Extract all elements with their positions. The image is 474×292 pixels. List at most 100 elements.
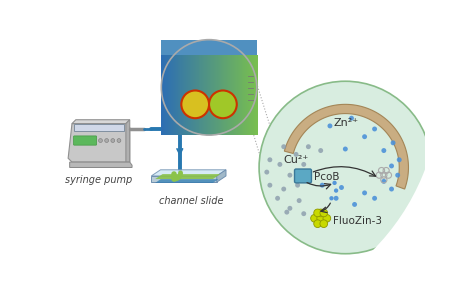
Bar xyxy=(224,55,226,135)
Bar xyxy=(194,55,195,135)
Circle shape xyxy=(397,157,401,162)
Bar xyxy=(206,55,208,135)
Bar xyxy=(173,55,175,135)
Bar xyxy=(256,55,257,135)
Bar xyxy=(235,55,237,135)
Bar xyxy=(225,55,227,135)
Bar xyxy=(216,55,218,135)
Bar xyxy=(168,55,170,135)
Bar xyxy=(249,55,251,135)
Polygon shape xyxy=(70,162,132,168)
Circle shape xyxy=(382,179,386,184)
Polygon shape xyxy=(68,124,130,162)
Circle shape xyxy=(267,183,273,188)
Bar xyxy=(209,55,211,135)
Bar xyxy=(205,55,207,135)
Bar xyxy=(220,55,222,135)
Bar xyxy=(242,55,243,135)
Bar xyxy=(202,55,204,135)
Bar xyxy=(198,55,199,135)
Circle shape xyxy=(323,214,331,222)
Bar xyxy=(229,55,231,135)
Bar xyxy=(182,55,183,135)
Bar xyxy=(196,55,197,135)
Polygon shape xyxy=(72,120,130,124)
Circle shape xyxy=(334,196,338,201)
Circle shape xyxy=(320,209,328,217)
Circle shape xyxy=(318,148,323,153)
Bar xyxy=(226,55,228,135)
Circle shape xyxy=(267,157,273,162)
Circle shape xyxy=(301,211,306,216)
Circle shape xyxy=(306,144,311,149)
Bar xyxy=(177,55,178,135)
Bar xyxy=(210,55,212,135)
Circle shape xyxy=(281,187,286,192)
Bar xyxy=(201,55,202,135)
Circle shape xyxy=(329,196,334,200)
Bar xyxy=(237,55,239,135)
Circle shape xyxy=(297,198,301,203)
Bar xyxy=(193,55,194,135)
Circle shape xyxy=(352,202,357,207)
Bar xyxy=(215,55,217,135)
Text: PcoB: PcoB xyxy=(314,172,339,182)
Bar xyxy=(238,55,240,135)
Bar xyxy=(179,55,180,135)
Text: Zn²⁺: Zn²⁺ xyxy=(334,118,359,128)
Circle shape xyxy=(314,209,321,217)
Bar xyxy=(197,55,198,135)
Bar xyxy=(186,55,188,135)
Text: channel slide: channel slide xyxy=(159,196,224,206)
Bar xyxy=(244,55,245,135)
Circle shape xyxy=(111,139,115,142)
Bar xyxy=(254,55,255,135)
Bar xyxy=(221,55,223,135)
Bar xyxy=(245,55,246,135)
Bar xyxy=(213,55,215,135)
Bar xyxy=(217,55,219,135)
Circle shape xyxy=(99,139,102,142)
Circle shape xyxy=(339,185,344,190)
Circle shape xyxy=(301,162,306,167)
Bar xyxy=(223,55,225,135)
Circle shape xyxy=(161,40,257,135)
Bar xyxy=(227,55,229,135)
Bar xyxy=(212,55,214,135)
Bar xyxy=(165,55,167,135)
Circle shape xyxy=(395,173,400,178)
Bar xyxy=(228,55,230,135)
Circle shape xyxy=(317,214,325,222)
Bar xyxy=(219,55,220,135)
Bar xyxy=(178,55,179,135)
Bar xyxy=(161,40,257,55)
Bar xyxy=(232,55,234,135)
Bar xyxy=(231,55,233,135)
Bar xyxy=(243,55,244,135)
Bar xyxy=(166,55,168,135)
Bar xyxy=(237,55,238,135)
Circle shape xyxy=(332,181,337,185)
Circle shape xyxy=(334,188,338,193)
Polygon shape xyxy=(155,179,219,183)
Bar xyxy=(173,55,174,135)
Circle shape xyxy=(382,148,386,153)
Polygon shape xyxy=(151,170,226,176)
Bar xyxy=(163,55,165,135)
Text: FluoZin-3: FluoZin-3 xyxy=(333,215,382,226)
Circle shape xyxy=(259,81,431,254)
Circle shape xyxy=(328,124,332,128)
Circle shape xyxy=(362,134,367,139)
Bar xyxy=(190,55,191,135)
Polygon shape xyxy=(217,170,226,182)
Circle shape xyxy=(389,187,394,192)
Circle shape xyxy=(372,126,377,131)
Circle shape xyxy=(293,152,299,157)
Bar xyxy=(171,55,173,135)
Circle shape xyxy=(209,91,237,118)
Polygon shape xyxy=(74,124,124,131)
Circle shape xyxy=(314,220,321,227)
Bar xyxy=(184,55,186,135)
Bar xyxy=(230,55,232,135)
Circle shape xyxy=(320,220,328,227)
